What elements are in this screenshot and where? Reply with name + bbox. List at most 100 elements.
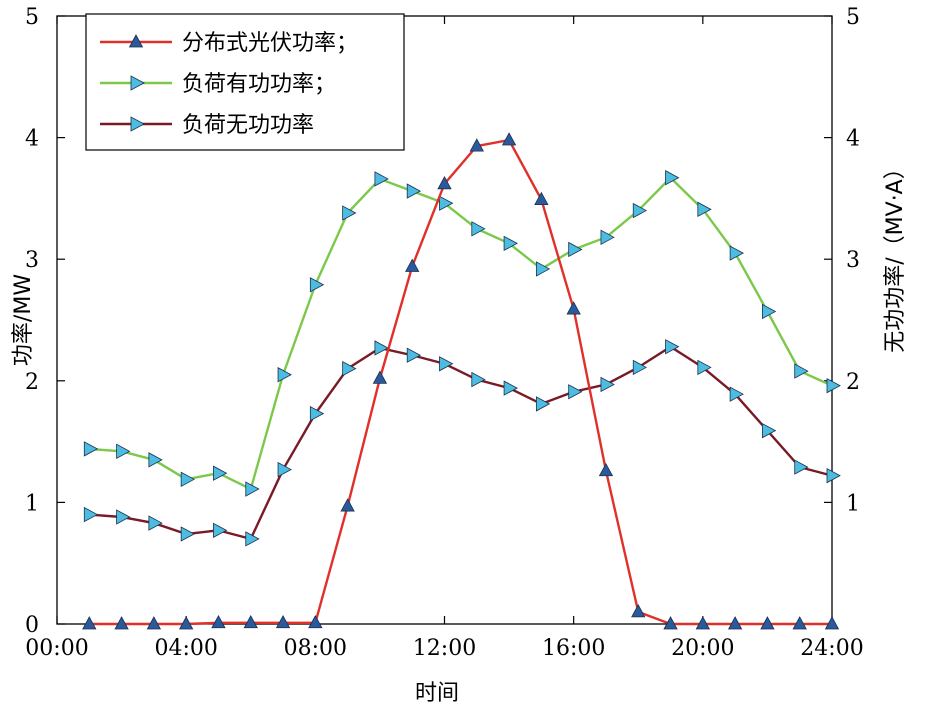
data-point <box>146 616 162 630</box>
data-point <box>762 422 777 439</box>
data-point <box>148 452 163 468</box>
data-point <box>697 359 712 376</box>
data-point <box>277 367 292 383</box>
data-point <box>211 614 226 629</box>
x-axis-label: 时间 <box>415 681 459 706</box>
data-point <box>439 356 454 372</box>
data-point <box>309 277 325 293</box>
y-left-tick-label: 1 <box>25 491 39 516</box>
x-tick-label: 12:00 <box>413 636 476 661</box>
data-point <box>598 462 614 477</box>
y-right-axis-label: 无功功率/（MV·A） <box>883 157 908 353</box>
data-point <box>374 340 389 356</box>
data-point <box>727 616 743 630</box>
data-point <box>697 201 712 218</box>
data-point <box>471 221 486 237</box>
legend-marker <box>130 116 145 132</box>
series-line <box>89 138 832 626</box>
series-1 <box>83 170 841 497</box>
data-point <box>116 509 131 525</box>
data-point <box>760 616 775 630</box>
series-line <box>89 176 833 491</box>
data-point <box>114 616 129 630</box>
legend-label: 负荷无功功率 <box>182 113 314 138</box>
data-point <box>469 138 484 152</box>
x-tick-label: 16:00 <box>542 636 605 661</box>
data-point <box>826 467 841 484</box>
legend: 分布式光伏功率； 负荷有功功率； 负荷无功功率 <box>85 13 405 151</box>
data-point <box>342 205 357 221</box>
y-right-tick-label: 2 <box>846 370 860 395</box>
data-point <box>632 202 648 219</box>
data-point <box>824 616 840 630</box>
data-point <box>794 459 809 475</box>
data-point <box>665 339 680 355</box>
data-point <box>535 261 551 277</box>
data-point <box>600 229 615 245</box>
y-right-tick-label: 3 <box>846 248 860 273</box>
data-point <box>213 522 228 539</box>
x-tick-label: 08:00 <box>284 636 347 661</box>
data-point <box>83 506 99 523</box>
data-point <box>342 360 357 377</box>
data-point <box>568 384 583 400</box>
data-point <box>631 604 646 618</box>
y-left-axis-ticks: 0 1 2 3 4 5 <box>25 5 65 638</box>
data-point <box>178 616 194 630</box>
y-left-tick-label: 5 <box>25 5 39 30</box>
x-axis-ticks: 00:00 04:00 08:00 12:00 16:00 20:00 24:00 <box>25 16 864 661</box>
legend-label: 负荷有功功率； <box>182 72 336 97</box>
data-point <box>245 531 260 547</box>
data-point <box>503 235 518 252</box>
legend-entry: 负荷有功功率； <box>100 72 336 97</box>
data-point <box>600 376 615 393</box>
x-tick-label: 00:00 <box>25 636 88 661</box>
y-right-axis-ticks: 1 2 3 4 5 <box>824 5 860 516</box>
data-point <box>308 614 323 629</box>
y-right-tick-label: 4 <box>846 127 860 152</box>
data-point <box>213 465 228 481</box>
data-point <box>148 515 163 531</box>
data-point <box>568 241 583 258</box>
data-point <box>437 175 452 190</box>
y-left-tick-label: 2 <box>25 370 39 395</box>
data-point <box>566 301 581 315</box>
data-point <box>180 526 196 542</box>
data-point <box>406 183 422 199</box>
data-point <box>406 347 422 363</box>
data-point <box>243 614 258 629</box>
data-point <box>792 616 807 630</box>
data-point <box>503 380 518 396</box>
legend-entry: 负荷无功功率 <box>100 113 314 138</box>
data-point <box>439 195 454 211</box>
data-point <box>374 171 389 187</box>
y-left-tick-label: 4 <box>25 127 39 152</box>
x-tick-label: 04:00 <box>154 636 217 661</box>
data-point <box>83 441 99 457</box>
data-point <box>372 370 388 384</box>
legend-entry: 分布式光伏功率； <box>100 31 358 56</box>
data-point <box>794 363 809 379</box>
data-point <box>116 443 131 459</box>
y-left-tick-label: 0 <box>25 613 39 638</box>
data-point <box>405 258 420 272</box>
x-tick-label: 20:00 <box>671 636 734 661</box>
data-point <box>277 461 292 478</box>
data-point <box>632 359 648 376</box>
series-2 <box>83 339 841 547</box>
data-point <box>535 396 551 412</box>
data-point <box>729 386 744 402</box>
data-point <box>729 245 744 261</box>
data-point <box>826 377 841 394</box>
data-point <box>501 132 517 146</box>
legend-label: 分布式光伏功率； <box>182 31 358 56</box>
data-point <box>275 614 291 629</box>
data-point <box>471 371 486 388</box>
data-point <box>309 405 325 422</box>
y-right-tick-label: 5 <box>846 5 860 30</box>
data-point <box>665 170 680 186</box>
data-point <box>245 481 260 497</box>
data-point <box>82 616 97 630</box>
y-left-tick-label: 3 <box>25 248 39 273</box>
legend-marker <box>130 75 145 91</box>
